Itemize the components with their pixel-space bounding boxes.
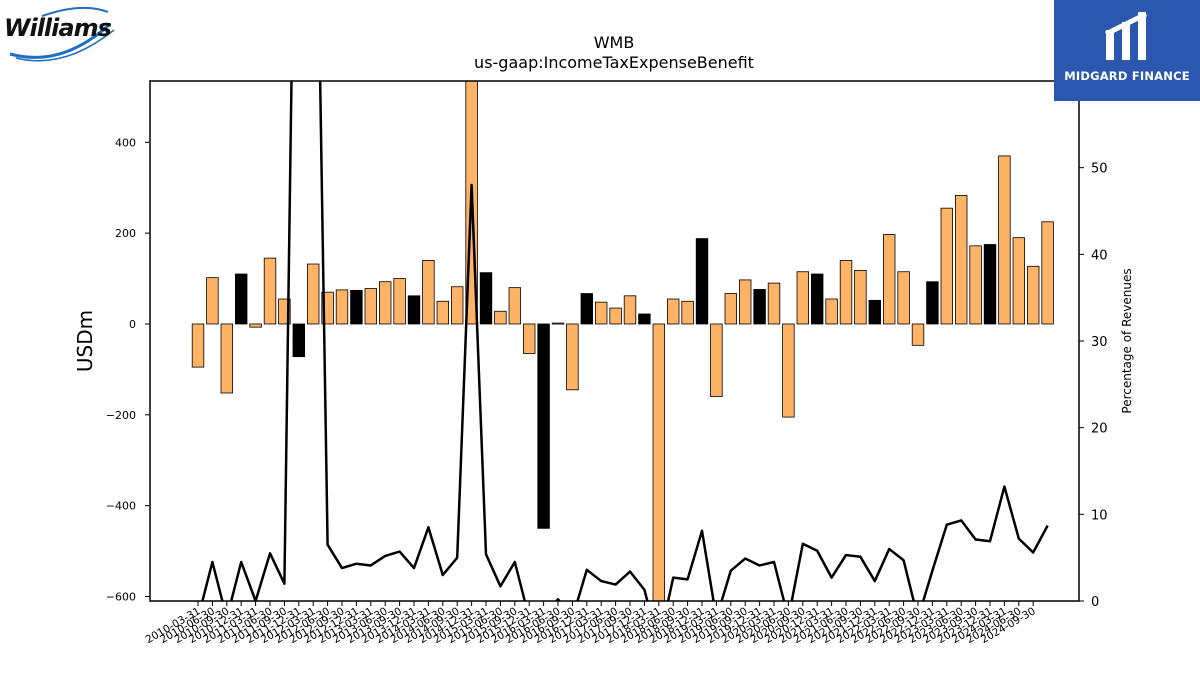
bar-2012-09-30 [335,289,349,325]
bar-2011-12-31 [292,323,306,358]
y2-tick-label: 10 [1091,508,1108,523]
y2-tick-label: 20 [1091,422,1108,437]
bar-2023-06-30 [955,195,968,325]
y-tick-label: −200 [106,409,136,422]
chart-title-ticker: WMB [594,33,635,52]
bar-2013-09-30 [393,278,406,325]
y-tick-label: 200 [115,227,136,240]
bar-2019-03-31 [710,323,723,398]
bar-2013-03-31 [364,288,378,325]
bar-2013-12-31 [407,295,421,325]
bar-2011-03-31 [249,323,262,328]
bar-2023-03-31 [940,207,954,325]
bar-2012-12-31 [350,289,363,325]
y-tick-label: 400 [115,136,136,149]
bar-2016-03-31 [537,323,550,529]
bar-2024-06-30 [1012,237,1026,325]
midgard-finance-logo: MIDGARD FINANCE [1054,0,1200,101]
bar-2010-09-30 [220,323,234,394]
bar-2016-12-31 [580,293,594,325]
bar-layer [191,81,1054,601]
y2-axis-label: Percentage of Revenues [1120,268,1134,413]
bar-2019-09-30 [739,279,752,325]
bar-2020-06-30 [782,323,795,418]
bar-2018-06-30 [667,298,680,325]
bar-2020-03-31 [767,282,781,325]
bar-2014-09-30 [450,286,464,325]
y-tick-label: 0 [129,318,136,331]
y2-tick-label: 30 [1091,335,1108,350]
bar-2017-06-30 [609,307,622,325]
bar-2019-12-31 [753,289,766,325]
bar-2021-03-31 [825,298,838,325]
bar-2024-09-30 [1027,265,1040,325]
bar-2019-06-30 [724,293,738,325]
y2-tick-label: 0 [1091,595,1099,610]
bar-2017-03-31 [595,301,608,325]
bar-undefined [1041,221,1054,325]
bar-2022-09-30 [911,323,925,346]
bar-2015-12-31 [523,323,536,354]
bar-2015-06-30 [494,310,507,325]
y-tick-label: −600 [106,590,136,603]
y2-tick-label: 50 [1091,162,1108,177]
bar-2014-06-30 [436,300,450,325]
bar-2022-03-31 [883,234,896,325]
bar-2022-12-31 [926,281,939,325]
bar-2017-09-30 [623,295,637,325]
bar-2016-09-30 [566,323,579,391]
y-tick-label: −400 [106,500,136,513]
bar-2012-06-30 [321,291,334,325]
bar-2018-03-31 [652,323,666,601]
bar-2021-06-30 [839,259,853,325]
williams-wordmark: Williams [4,14,112,42]
bar-2018-12-31 [695,238,709,325]
bar-2024-03-31 [998,155,1011,325]
midgard-wordmark: MIDGARD FINANCE [1064,69,1190,83]
bar-2011-09-30 [278,298,291,325]
bar-2015-09-30 [508,287,522,325]
bar-2022-06-30 [897,271,910,325]
bar-2013-06-30 [378,281,392,325]
bar-2020-09-30 [796,271,810,325]
line-layer [201,81,1049,601]
axes: −600−400−200020040001020304050602010-03-… [106,75,1108,646]
bar-2015-03-31 [479,272,493,325]
bar-2010-06-30 [206,277,219,325]
bar-2011-06-30 [263,257,277,325]
bar-2010-03-31 [191,323,205,368]
bar-2020-12-31 [811,273,824,325]
bar-2016-06-30 [551,322,565,325]
series-line-percentage-of-revenues [201,81,1049,601]
bar-2012-03-31 [306,263,320,325]
chart-title-metric: us-gaap:IncomeTaxExpenseBenefit [474,53,754,72]
bar-2014-03-31 [422,259,435,325]
williams-logo: Williams [2,2,120,66]
bar-2021-12-31 [868,299,882,325]
bar-2023-12-31 [983,244,997,325]
bar-2010-12-31 [234,273,248,325]
bar-2018-09-30 [681,300,694,325]
y-axis-label: USDm [73,310,97,372]
bar-2017-12-31 [638,313,651,325]
bar-2023-09-30 [969,245,982,325]
y2-tick-label: 40 [1091,248,1108,263]
bar-2021-09-30 [854,269,867,325]
